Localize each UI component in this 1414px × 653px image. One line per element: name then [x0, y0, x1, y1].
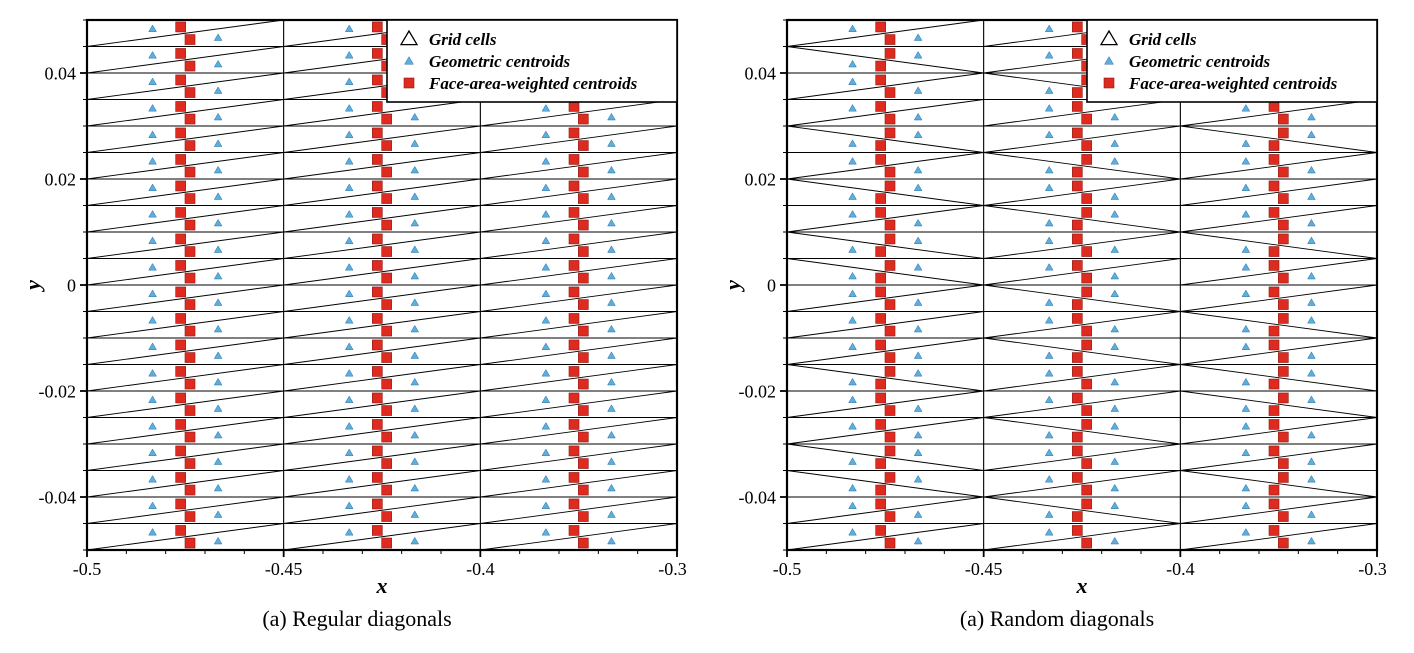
svg-text:-0.35: -0.35: [658, 559, 687, 579]
svg-text:x: x: [1076, 573, 1088, 598]
panel-b: -0.5 -0.45 -0.4 -0.35 -0.04 -0.02 0 0.02 0.04 x y G…: [727, 10, 1387, 632]
svg-text:-0.4: -0.4: [466, 559, 495, 579]
svg-text:-0.45: -0.45: [965, 559, 1003, 579]
svg-text:-0.4: -0.4: [1166, 559, 1195, 579]
caption-a: (a) Regular diagonals: [262, 606, 451, 632]
svg-text:-0.02: -0.02: [39, 381, 77, 401]
svg-text:Face-area-weighted centroids: Face-area-weighted centroids: [428, 74, 638, 93]
svg-text:0.04: 0.04: [745, 63, 777, 83]
svg-text:0.02: 0.02: [745, 169, 777, 189]
svg-text:-0.45: -0.45: [265, 559, 303, 579]
svg-text:Geometric centroids: Geometric centroids: [1129, 52, 1271, 71]
svg-text:-0.04: -0.04: [739, 487, 777, 507]
chart-a: -0.5 -0.45 -0.4 -0.35 -0.04 -0.02 0 0.02 0.04 x y G…: [27, 10, 687, 600]
svg-text:Grid cells: Grid cells: [1129, 30, 1197, 49]
svg-text:0.04: 0.04: [45, 63, 77, 83]
chart-b: -0.5 -0.45 -0.4 -0.35 -0.04 -0.02 0 0.02 0.04 x y G…: [727, 10, 1387, 600]
svg-text:Grid cells: Grid cells: [429, 30, 497, 49]
svg-text:x: x: [376, 573, 388, 598]
svg-text:0: 0: [67, 275, 76, 295]
svg-text:-0.04: -0.04: [39, 487, 77, 507]
svg-text:-0.35: -0.35: [1358, 559, 1387, 579]
svg-text:y: y: [727, 280, 745, 293]
svg-text:-0.5: -0.5: [73, 559, 102, 579]
svg-text:Geometric centroids: Geometric centroids: [429, 52, 571, 71]
panel-a: -0.5 -0.45 -0.4 -0.35 -0.04 -0.02 0 0.02 0.04 x y G…: [27, 10, 687, 632]
svg-text:0: 0: [767, 275, 776, 295]
svg-text:Face-area-weighted centroids: Face-area-weighted centroids: [1128, 74, 1338, 93]
caption-b: (a) Random diagonals: [960, 606, 1154, 632]
svg-text:-0.5: -0.5: [773, 559, 802, 579]
svg-text:-0.02: -0.02: [739, 381, 777, 401]
svg-text:0.02: 0.02: [45, 169, 77, 189]
svg-text:y: y: [27, 280, 45, 293]
figure-container: -0.5 -0.45 -0.4 -0.35 -0.04 -0.02 0 0.02 0.04 x y G…: [0, 0, 1414, 642]
